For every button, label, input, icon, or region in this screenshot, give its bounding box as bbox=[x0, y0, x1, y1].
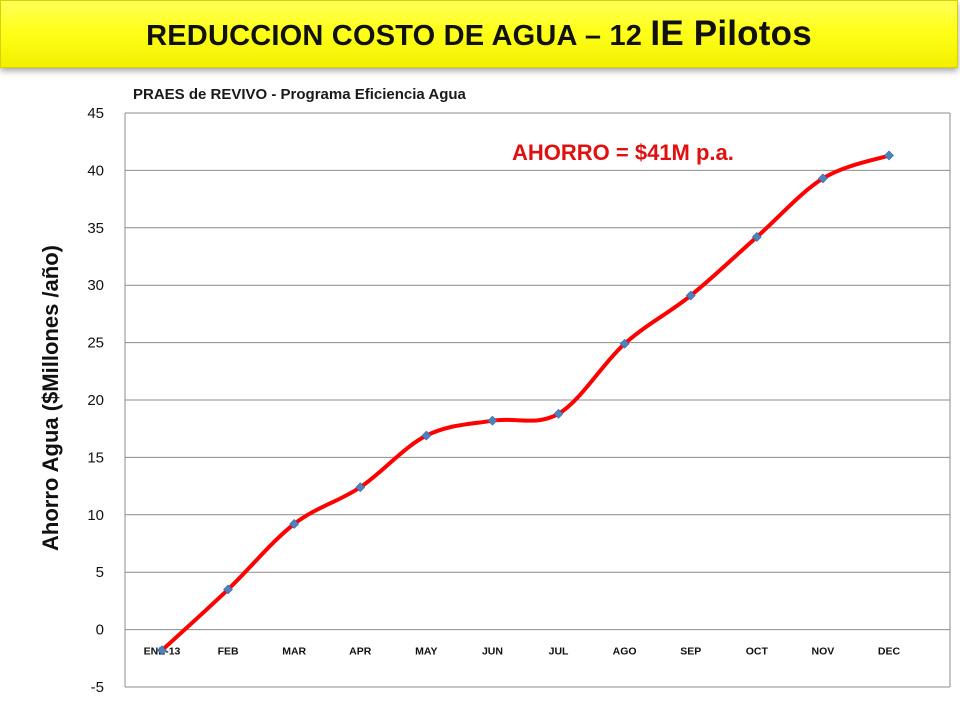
x-tick-label: NOV bbox=[812, 646, 835, 658]
data-point bbox=[157, 645, 167, 656]
banner-title-suffix: IE Pilotos bbox=[650, 14, 812, 53]
data-point bbox=[289, 519, 300, 529]
x-tick-label: JUL bbox=[549, 646, 569, 658]
x-tick-label: APR bbox=[349, 646, 372, 658]
x-tick-label: OCT bbox=[746, 646, 769, 658]
data-point bbox=[421, 430, 432, 441]
data-point bbox=[553, 408, 564, 419]
y-tick-label: 5 bbox=[96, 564, 104, 581]
y-tick-label: 30 bbox=[87, 277, 104, 294]
x-tick-label: DEC bbox=[878, 646, 901, 658]
x-tick-label: FEB bbox=[218, 646, 239, 658]
y-tick-labels: 45 40 35 30 25 20 15 10 5 0 -5 bbox=[87, 105, 104, 696]
x-tick-label: MAY bbox=[415, 646, 437, 658]
y-tick-label: 20 bbox=[87, 392, 104, 409]
x-tick-label: AGO bbox=[613, 646, 637, 658]
y-tick-label: 40 bbox=[87, 162, 104, 179]
series-line bbox=[160, 153, 891, 653]
banner-title: REDUCCION COSTO DE AGUA – 12 IE Pilotos bbox=[146, 14, 812, 54]
data-point bbox=[817, 173, 828, 184]
savings-annotation: AHORRO = $41M p.a. bbox=[512, 140, 734, 165]
x-tick-labels: ENE-13FEBMARAPRMAYJUNJULAGOSEPOCTNOVDEC bbox=[144, 646, 901, 658]
title-banner: REDUCCION COSTO DE AGUA – 12 IE Pilotos bbox=[0, 0, 958, 68]
data-markers bbox=[157, 150, 894, 656]
y-tick-label: 10 bbox=[87, 507, 104, 524]
y-tick-label: -5 bbox=[91, 679, 104, 696]
banner-title-prefix: REDUCCION COSTO DE AGUA – 12 bbox=[146, 20, 651, 52]
y-tick-label: 0 bbox=[96, 622, 104, 639]
x-tick-label: JUN bbox=[482, 646, 503, 658]
data-point bbox=[884, 150, 894, 161]
data-point bbox=[223, 584, 234, 595]
gridlines bbox=[124, 112, 951, 688]
data-point bbox=[355, 482, 366, 493]
data-point bbox=[685, 290, 696, 301]
data-point bbox=[751, 232, 762, 242]
data-point bbox=[619, 338, 630, 349]
y-axis-label: Ahorro Agua ($Millones /año) bbox=[38, 245, 63, 551]
y-tick-label: 45 bbox=[87, 105, 104, 122]
data-point bbox=[487, 415, 498, 426]
y-tick-label: 35 bbox=[87, 220, 104, 237]
y-tick-label: 15 bbox=[87, 449, 104, 466]
x-tick-label: MAR bbox=[282, 646, 306, 658]
chart-title: PRAES de REVIVO - Programa Eficiencia Ag… bbox=[133, 86, 467, 103]
x-tick-label: SEP bbox=[680, 646, 701, 658]
y-tick-label: 25 bbox=[87, 335, 104, 352]
